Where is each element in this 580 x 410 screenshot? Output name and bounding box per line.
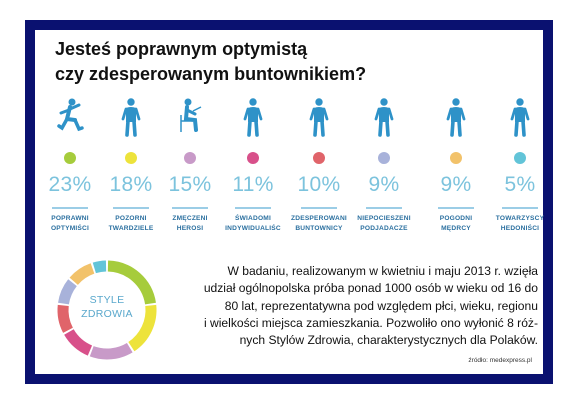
donut-segment-swiadomi-indywidualisc xyxy=(64,329,93,356)
divider-line xyxy=(366,207,402,209)
column-zmeczeni-herosi: 15% ZMĘCZENI HEROSI xyxy=(158,97,222,247)
title-line-2: czy zdesperowanym buntownikiem? xyxy=(55,63,367,84)
category-label-line-1: POPRAWNI xyxy=(51,215,89,222)
person-icon xyxy=(441,97,471,137)
divider-line xyxy=(52,207,88,209)
category-label-line-1: NIEPOCIESZENI xyxy=(357,215,411,222)
infographic-panel xyxy=(35,30,543,374)
category-label-line-2: HEDONIŚCI xyxy=(500,224,540,232)
color-dot xyxy=(184,152,196,164)
donut-segment-zmeczeni-herosi xyxy=(89,342,133,360)
category-label: TOWARZYSCY HEDONIŚCI xyxy=(482,214,558,233)
column-niepocieszeni-podjadacze: 9% NIEPOCIESZENI PODJADACZE xyxy=(352,97,416,247)
column-poprawni-optymisci: 23% POPRAWNI OPTYMIŚCI xyxy=(38,97,102,247)
donut-segment-towarzyscy-hedonisci xyxy=(92,260,107,274)
value-label: 15% xyxy=(168,173,212,196)
category-label-line-1: ŚWIADOMI xyxy=(234,215,272,222)
column-pogodni-medrcy: 9% POGODNI MĘDRCY xyxy=(424,97,488,247)
divider-line xyxy=(172,207,208,209)
column-pozorni-twardziele: 18% POZORNI TWARDZIELE xyxy=(99,97,163,247)
divider-line xyxy=(113,207,149,209)
style-columns: 23% POPRAWNI OPTYMIŚCI 18% POZORNI TWARDZIELE… xyxy=(38,97,546,247)
category-label-line-1: POZORNI xyxy=(115,215,147,222)
donut-svg xyxy=(57,260,157,360)
color-dot xyxy=(247,152,259,164)
column-towarzyscy-hedonisci: 5% TOWARZYSCY HEDONIŚCI xyxy=(488,97,552,247)
donut-label-line-2: ZDROWIA xyxy=(81,307,133,320)
category-label-line-1: ZMĘCZENI xyxy=(172,215,208,222)
column-swiadomi-indywidualisc: 11% ŚWIADOMI INDYWIDUALIŚC xyxy=(221,97,285,247)
column-zdesperowani-buntownicy: 10% ZDESPEROWANI BUNTOWNICY xyxy=(287,97,351,247)
donut-chart: STYLE ZDROWIA xyxy=(55,258,159,362)
running-person-icon xyxy=(55,97,85,137)
divider-line xyxy=(438,207,474,209)
value-label: 23% xyxy=(48,173,92,196)
divider-line xyxy=(502,207,538,209)
color-dot xyxy=(125,152,137,164)
category-label-line-2: HEROSI xyxy=(176,224,204,232)
divider-line xyxy=(235,207,271,209)
category-label: NIEPOCIESZENI PODJADACZE xyxy=(346,214,422,233)
value-label: 18% xyxy=(109,173,153,196)
category-label-line-2: MĘDRCY xyxy=(441,224,471,232)
category-label: POZORNI TWARDZIELE xyxy=(93,214,169,233)
donut-segment-niepocieszeni-podjadacze xyxy=(58,279,77,305)
seated-person-icon xyxy=(175,97,205,137)
category-label-line-2: BUNTOWNICY xyxy=(295,224,343,232)
category-label: POPRAWNI OPTYMIŚCI xyxy=(32,214,108,233)
donut-label-line-1: STYLE xyxy=(89,294,125,306)
page-title: Jesteś poprawnym optymistą czy zdesperow… xyxy=(55,37,366,87)
person-icon xyxy=(304,97,334,137)
category-label: ZDESPEROWANI BUNTOWNICY xyxy=(281,214,357,233)
category-label: POGODNI MĘDRCY xyxy=(418,214,494,233)
divider-line xyxy=(301,207,337,209)
category-label-line-2: INDYWIDUALIŚC xyxy=(225,224,281,232)
category-label-line-1: POGODNI xyxy=(439,215,473,222)
source-note: źródło: medexpress.pl xyxy=(468,357,532,364)
value-label: 9% xyxy=(368,173,400,196)
category-label: ZMĘCZENI HEROSI xyxy=(152,214,228,233)
category-label-line-2: PODJADACZE xyxy=(360,224,408,232)
value-label: 5% xyxy=(504,173,536,196)
description-line-2: udział ogólnopolska próba ponad 1000 osó… xyxy=(203,281,538,296)
color-dot xyxy=(514,152,526,164)
donut-segment-poprawni-optymisci xyxy=(107,260,156,305)
value-label: 9% xyxy=(440,173,472,196)
category-label-line-2: TWARDZIELE xyxy=(108,224,154,232)
person-icon xyxy=(369,97,399,137)
person-icon xyxy=(116,97,146,137)
category-label-line-2: OPTYMIŚCI xyxy=(50,224,90,232)
description-line-5: nych Stylów Zdrowia, charakterystycznych… xyxy=(239,333,538,348)
category-label-line-1: TOWARZYSCY xyxy=(495,215,545,222)
color-dot xyxy=(64,152,76,164)
color-dot xyxy=(378,152,390,164)
description-line-3: 80 lat, reprezentatywna pod względem płc… xyxy=(224,298,538,313)
person-icon xyxy=(505,97,535,137)
donut-segment-zdesperowani-buntownicy xyxy=(57,304,73,333)
category-label: ŚWIADOMI INDYWIDUALIŚC xyxy=(215,214,291,233)
value-label: 10% xyxy=(297,173,341,196)
donut-label: STYLE ZDROWIA xyxy=(55,294,159,321)
description-line-1: W badaniu, realizowanym w kwietniu i maj… xyxy=(227,264,538,278)
person-icon xyxy=(238,97,268,137)
color-dot xyxy=(313,152,325,164)
description: W badaniu, realizowanym w kwietniu i maj… xyxy=(180,263,538,349)
category-label-line-1: ZDESPEROWANI xyxy=(291,215,347,222)
title-line-1: Jesteś poprawnym optymistą xyxy=(55,39,308,59)
donut-segment-pozorni-twardziele xyxy=(128,304,157,352)
donut-segment-pogodni-medrcy xyxy=(69,263,95,286)
color-dot xyxy=(450,152,462,164)
value-label: 11% xyxy=(232,173,274,196)
description-line-4: i wielkości miejsca zamieszkania. Pozwol… xyxy=(203,315,538,330)
